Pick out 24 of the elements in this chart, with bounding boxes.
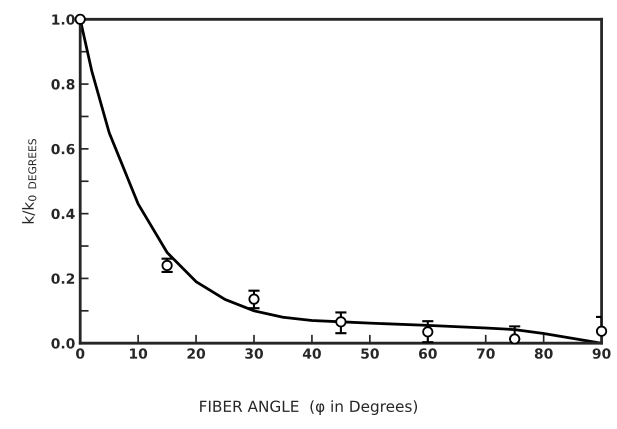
point	[422, 326, 434, 338]
x-tick-label: 10	[130, 348, 148, 359]
y-tick-label: 0.6	[51, 144, 75, 154]
y-axis-title: k/k$_{0 DEGREES}$	[22, 139, 36, 224]
y-tick-label: 0.0	[51, 338, 75, 349]
point	[74, 14, 86, 25]
y-tick-label: 0.4	[51, 208, 75, 220]
x-tick-label: 0	[76, 348, 84, 359]
point	[335, 316, 346, 328]
x-tick-label: 90	[592, 348, 611, 359]
point	[596, 326, 608, 337]
x-tick-label: 30	[245, 348, 263, 359]
x-tick-label: 80	[534, 348, 553, 359]
point	[509, 333, 520, 345]
x-tick-label: 40	[302, 348, 321, 359]
y-tick-label: 1.0	[52, 14, 75, 25]
y-tick-label: 0.2	[51, 273, 74, 284]
y-tick-label: 0.8	[51, 79, 74, 90]
x-tick-label: 70	[476, 348, 495, 359]
x-tick-label: 60	[418, 348, 437, 359]
x-tick-label: 20	[188, 348, 206, 359]
x-axis-title: FIBER ANGLE (φ in Degrees)	[200, 400, 418, 416]
point	[248, 294, 260, 305]
x-tick-label: 50	[361, 348, 379, 359]
